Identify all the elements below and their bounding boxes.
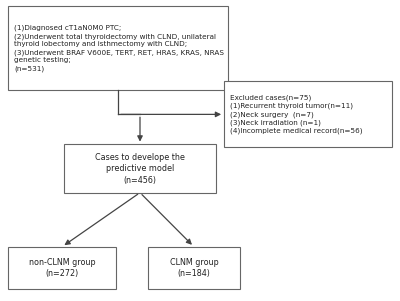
Text: (1)Diagnosed cT1aN0M0 PTC;
(2)Underwent total thyroidectomy with CLND, unilatera: (1)Diagnosed cT1aN0M0 PTC; (2)Underwent …	[14, 25, 224, 72]
Text: Excluded cases(n=75)
(1)Recurrent thyroid tumor(n=11)
(2)Neck surgery  (n=7)
(3): Excluded cases(n=75) (1)Recurrent thyroi…	[230, 95, 362, 134]
Text: CLNM group
(n=184): CLNM group (n=184)	[170, 258, 218, 278]
FancyBboxPatch shape	[8, 6, 228, 90]
FancyBboxPatch shape	[8, 247, 116, 289]
Text: Cases to develope the
predictive model
(n=456): Cases to develope the predictive model (…	[95, 153, 185, 185]
FancyBboxPatch shape	[224, 81, 392, 147]
FancyBboxPatch shape	[148, 247, 240, 289]
Text: non-CLNM group
(n=272): non-CLNM group (n=272)	[29, 258, 95, 278]
FancyBboxPatch shape	[64, 144, 216, 193]
